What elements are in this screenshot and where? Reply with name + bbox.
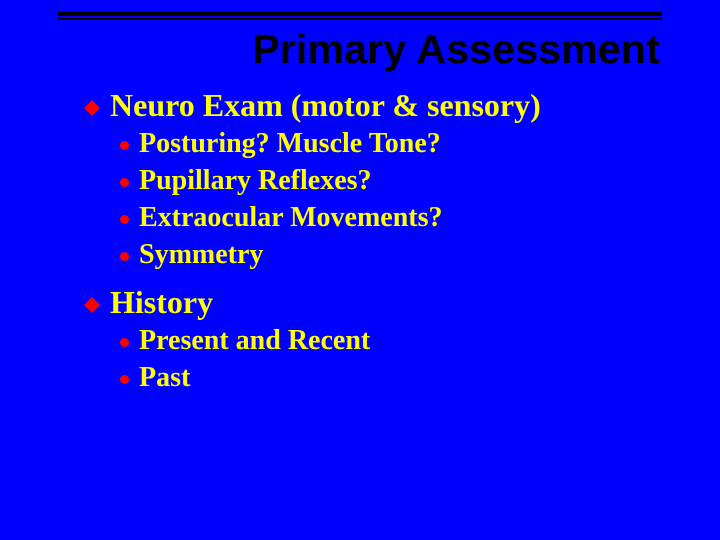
list-item: Neuro Exam (motor & sensory) (84, 87, 660, 124)
list-item-label: Neuro Exam (motor & sensory) (110, 87, 541, 124)
dot-bullet-icon (120, 141, 129, 150)
slide-title: Primary Assessment (0, 20, 720, 73)
dot-bullet-icon (120, 178, 129, 187)
list-item-label: History (110, 284, 213, 321)
sublist-item: Pupillary Reflexes? (120, 163, 660, 198)
sublist-item-label: Symmetry (139, 237, 263, 272)
sublist: Present and Recent Past (84, 323, 660, 395)
sublist-item: Extraocular Movements? (120, 200, 660, 235)
slide: Primary Assessment Neuro Exam (motor & s… (0, 0, 720, 540)
sublist-item: Symmetry (120, 237, 660, 272)
sublist: Posturing? Muscle Tone? Pupillary Reflex… (84, 126, 660, 272)
dot-bullet-icon (120, 375, 129, 384)
list-item: History (84, 284, 660, 321)
sublist-item-label: Present and Recent (139, 323, 370, 358)
dot-bullet-icon (120, 215, 129, 224)
sublist-item-label: Past (139, 360, 190, 395)
sublist-item-label: Extraocular Movements? (139, 200, 443, 235)
dot-bullet-icon (120, 338, 129, 347)
rule-thick (58, 12, 662, 16)
slide-content: Neuro Exam (motor & sensory) Posturing? … (0, 73, 720, 395)
sublist-item: Present and Recent (120, 323, 660, 358)
diamond-bullet-icon (84, 297, 100, 313)
sublist-item: Posturing? Muscle Tone? (120, 126, 660, 161)
dot-bullet-icon (120, 252, 129, 261)
sublist-item-label: Posturing? Muscle Tone? (139, 126, 441, 161)
diamond-bullet-icon (84, 100, 100, 116)
sublist-item-label: Pupillary Reflexes? (139, 163, 372, 198)
sublist-item: Past (120, 360, 660, 395)
